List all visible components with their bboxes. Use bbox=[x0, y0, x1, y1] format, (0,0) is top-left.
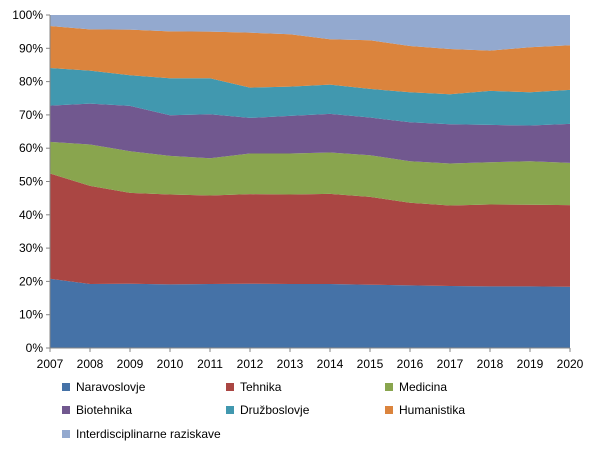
x-tick-label: 2013 bbox=[277, 357, 304, 371]
x-tick-label: 2019 bbox=[517, 357, 544, 371]
x-tick-label: 2017 bbox=[437, 357, 464, 371]
area-series-5 bbox=[50, 67, 570, 126]
axes-group bbox=[46, 14, 571, 352]
x-axis-tick-labels: 2007 2008 2009 2010 2011 2012 2013 2014 2015 2016… bbox=[37, 357, 584, 371]
x-tick-label: 2012 bbox=[237, 357, 264, 371]
y-axis-tick-labels: 0% 10% 20% 30% 40% 50% 60% 70% 80% 90% 100% bbox=[12, 8, 43, 355]
x-tick-label: 2016 bbox=[397, 357, 424, 371]
area-series-group bbox=[50, 15, 570, 348]
x-tick-label: 2011 bbox=[197, 357, 223, 371]
x-tick-label: 2018 bbox=[477, 357, 504, 371]
x-tick-label: 2007 bbox=[37, 357, 64, 371]
area-series-1 bbox=[50, 278, 570, 348]
area-series-7 bbox=[50, 15, 570, 51]
area-series-2 bbox=[50, 173, 570, 287]
y-tick-label: 70% bbox=[19, 108, 43, 122]
y-tick-label: 20% bbox=[19, 274, 43, 288]
y-tick-label: 100% bbox=[12, 8, 43, 22]
x-tick-label: 2009 bbox=[117, 357, 144, 371]
area-series-3 bbox=[50, 141, 570, 206]
y-tick-label: 90% bbox=[19, 41, 43, 55]
y-tick-label: 30% bbox=[19, 241, 43, 255]
x-tick-label: 2020 bbox=[557, 357, 584, 371]
x-tick-label: 2015 bbox=[357, 357, 384, 371]
y-tick-label: 80% bbox=[19, 75, 43, 89]
x-tick-label: 2008 bbox=[77, 357, 104, 371]
y-tick-label: 0% bbox=[26, 341, 44, 355]
y-tick-label: 40% bbox=[19, 208, 43, 222]
y-tick-label: 50% bbox=[19, 175, 43, 189]
x-tick-label: 2014 bbox=[317, 357, 344, 371]
area-series-6 bbox=[50, 25, 570, 95]
area-series-4 bbox=[50, 103, 570, 164]
x-tick-label: 2010 bbox=[157, 357, 184, 371]
y-tick-label: 10% bbox=[19, 308, 43, 322]
y-tick-label: 60% bbox=[19, 141, 43, 155]
